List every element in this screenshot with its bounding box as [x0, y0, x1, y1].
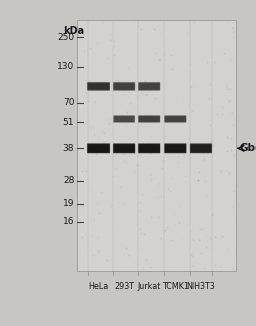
FancyBboxPatch shape: [165, 116, 186, 122]
FancyBboxPatch shape: [164, 115, 187, 123]
FancyBboxPatch shape: [113, 144, 135, 153]
FancyBboxPatch shape: [138, 144, 160, 153]
FancyBboxPatch shape: [88, 144, 110, 153]
FancyBboxPatch shape: [138, 82, 160, 90]
FancyBboxPatch shape: [87, 82, 110, 91]
FancyBboxPatch shape: [138, 116, 160, 122]
FancyBboxPatch shape: [114, 116, 134, 122]
FancyBboxPatch shape: [138, 143, 160, 153]
Text: 293T: 293T: [114, 282, 134, 291]
FancyBboxPatch shape: [114, 144, 135, 152]
FancyBboxPatch shape: [165, 144, 186, 153]
FancyBboxPatch shape: [87, 143, 110, 154]
FancyBboxPatch shape: [190, 143, 212, 153]
FancyBboxPatch shape: [191, 145, 211, 152]
FancyBboxPatch shape: [165, 116, 186, 122]
FancyBboxPatch shape: [138, 116, 160, 122]
Text: 16: 16: [63, 217, 74, 226]
Text: 250: 250: [57, 33, 74, 42]
FancyBboxPatch shape: [139, 145, 159, 152]
FancyBboxPatch shape: [88, 83, 109, 90]
FancyBboxPatch shape: [165, 144, 186, 153]
FancyBboxPatch shape: [88, 82, 110, 90]
FancyBboxPatch shape: [113, 82, 135, 91]
FancyBboxPatch shape: [164, 143, 186, 153]
FancyBboxPatch shape: [138, 144, 160, 153]
FancyBboxPatch shape: [138, 82, 160, 90]
Text: 70: 70: [63, 98, 74, 107]
FancyBboxPatch shape: [88, 145, 109, 152]
FancyBboxPatch shape: [113, 144, 135, 153]
FancyBboxPatch shape: [138, 144, 160, 153]
Text: 38: 38: [63, 144, 74, 153]
FancyBboxPatch shape: [190, 144, 212, 153]
FancyBboxPatch shape: [138, 82, 160, 90]
Text: 28: 28: [63, 176, 74, 185]
FancyBboxPatch shape: [88, 144, 109, 152]
FancyBboxPatch shape: [190, 144, 211, 152]
FancyBboxPatch shape: [165, 115, 186, 123]
Text: TCMK1: TCMK1: [162, 282, 189, 291]
FancyBboxPatch shape: [114, 83, 134, 90]
FancyBboxPatch shape: [88, 144, 110, 153]
Text: NIH3T3: NIH3T3: [187, 282, 215, 291]
FancyBboxPatch shape: [88, 83, 109, 89]
FancyBboxPatch shape: [114, 145, 134, 152]
FancyBboxPatch shape: [190, 144, 212, 153]
FancyBboxPatch shape: [138, 82, 161, 91]
FancyBboxPatch shape: [190, 143, 212, 154]
FancyBboxPatch shape: [87, 82, 110, 91]
FancyBboxPatch shape: [113, 82, 135, 90]
FancyBboxPatch shape: [88, 145, 109, 152]
FancyBboxPatch shape: [139, 116, 159, 122]
FancyBboxPatch shape: [114, 116, 135, 122]
FancyBboxPatch shape: [113, 115, 135, 123]
Text: 19: 19: [63, 199, 74, 208]
FancyBboxPatch shape: [87, 143, 110, 153]
FancyBboxPatch shape: [114, 145, 134, 152]
FancyBboxPatch shape: [164, 115, 186, 123]
FancyBboxPatch shape: [113, 115, 135, 123]
FancyBboxPatch shape: [113, 144, 135, 153]
Text: 130: 130: [57, 62, 74, 71]
FancyBboxPatch shape: [113, 82, 135, 90]
FancyBboxPatch shape: [138, 143, 161, 154]
FancyBboxPatch shape: [88, 83, 109, 90]
FancyBboxPatch shape: [113, 143, 135, 153]
FancyBboxPatch shape: [191, 145, 211, 152]
FancyBboxPatch shape: [114, 116, 135, 122]
FancyBboxPatch shape: [164, 143, 187, 154]
FancyBboxPatch shape: [165, 116, 186, 122]
FancyBboxPatch shape: [114, 116, 134, 122]
FancyBboxPatch shape: [113, 82, 135, 90]
FancyBboxPatch shape: [138, 82, 160, 91]
FancyBboxPatch shape: [87, 144, 110, 153]
FancyBboxPatch shape: [165, 145, 185, 152]
FancyBboxPatch shape: [113, 143, 135, 154]
FancyBboxPatch shape: [138, 115, 161, 123]
FancyBboxPatch shape: [87, 82, 110, 90]
FancyBboxPatch shape: [88, 82, 110, 90]
FancyBboxPatch shape: [139, 145, 159, 152]
FancyBboxPatch shape: [139, 83, 159, 90]
FancyBboxPatch shape: [139, 144, 160, 152]
FancyBboxPatch shape: [138, 115, 160, 123]
FancyBboxPatch shape: [165, 144, 186, 152]
Text: kDa: kDa: [63, 26, 84, 36]
FancyBboxPatch shape: [138, 115, 160, 123]
FancyBboxPatch shape: [114, 83, 135, 90]
FancyBboxPatch shape: [190, 144, 212, 153]
FancyBboxPatch shape: [114, 115, 135, 123]
Bar: [77, 20, 236, 271]
FancyBboxPatch shape: [165, 144, 186, 153]
Text: 51: 51: [63, 118, 74, 127]
FancyBboxPatch shape: [113, 82, 135, 91]
FancyBboxPatch shape: [165, 116, 186, 122]
Text: GbetaL: GbetaL: [239, 143, 256, 153]
Text: Jurkat: Jurkat: [137, 282, 161, 291]
FancyBboxPatch shape: [165, 145, 186, 152]
Text: HeLa: HeLa: [88, 282, 109, 291]
FancyBboxPatch shape: [139, 116, 160, 122]
FancyBboxPatch shape: [139, 83, 160, 90]
